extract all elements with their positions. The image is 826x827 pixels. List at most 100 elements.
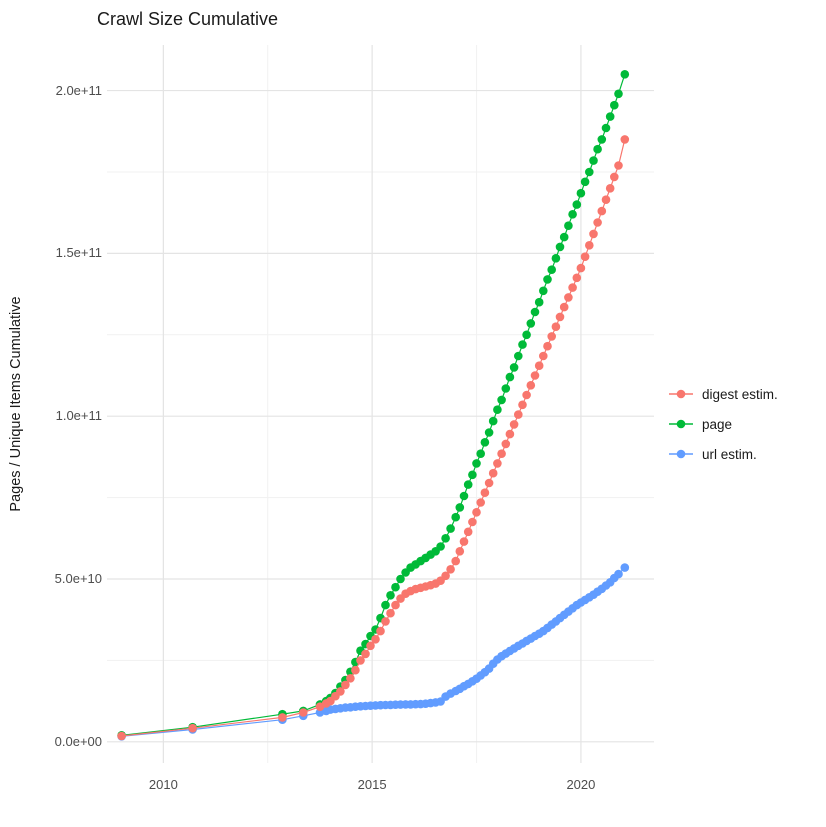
gridlines-major: [107, 45, 654, 763]
data-point: [351, 665, 360, 675]
data-point: [593, 218, 602, 227]
data-point: [361, 649, 370, 659]
data-point: [518, 340, 527, 349]
data-point: [589, 229, 598, 239]
data-point: [446, 524, 455, 533]
data-point: [539, 286, 548, 296]
data-point: [576, 263, 586, 273]
data-point: [568, 210, 577, 219]
data-point: [576, 188, 586, 198]
y-tick-label: 2.0e+11: [55, 82, 102, 98]
legend-key-icon: [669, 419, 693, 429]
data-point: [585, 167, 594, 177]
data-point: [441, 571, 450, 581]
legend-label: page: [702, 416, 733, 432]
legend-key-dot: [676, 449, 686, 459]
data-point: [278, 713, 287, 722]
data-point: [463, 480, 473, 489]
data-point: [480, 438, 490, 447]
data-point: [472, 459, 481, 468]
data-point: [493, 459, 502, 468]
data-point: [497, 449, 506, 459]
series-line-url-estim-: [121, 567, 626, 737]
y-axis-title: Pages / Unique Items Cumulative: [8, 296, 24, 512]
data-point: [455, 547, 465, 556]
data-point: [497, 395, 506, 405]
legend-item-page: page: [668, 409, 778, 439]
data-series-layer: [117, 70, 630, 741]
data-point: [468, 517, 477, 527]
data-point: [468, 470, 477, 480]
data-point: [381, 600, 390, 610]
data-point: [451, 556, 461, 566]
legend-item-digest-estim-: digest estim.: [668, 379, 778, 409]
data-point: [568, 283, 577, 292]
legend-label: digest estim.: [702, 386, 778, 402]
data-point: [188, 723, 197, 733]
data-point: [509, 363, 519, 372]
data-point: [514, 410, 523, 419]
data-point: [551, 322, 561, 332]
data-point: [555, 242, 565, 252]
data-point: [614, 161, 623, 170]
data-point: [543, 275, 552, 284]
legend-key-dot: [676, 389, 686, 399]
data-point: [463, 527, 473, 537]
data-point: [585, 241, 594, 250]
data-point: [386, 608, 395, 618]
y-tick-label: 1.0e+11: [55, 408, 102, 424]
data-point: [336, 687, 345, 696]
plot-title: Crawl Size Cumulative: [97, 9, 279, 29]
legend-key-dot: [676, 419, 686, 429]
data-point: [441, 534, 450, 543]
data-point: [341, 680, 350, 690]
data-point: [610, 172, 619, 182]
data-point: [559, 302, 569, 312]
legend-item-url-estim-: url estim.: [668, 439, 778, 469]
data-point: [455, 503, 465, 512]
data-point: [446, 565, 455, 574]
data-point: [526, 381, 536, 390]
y-tick-label: 0.0e+00: [54, 733, 102, 749]
data-point: [505, 429, 515, 439]
data-point: [459, 491, 469, 501]
data-point: [601, 123, 611, 133]
data-point: [530, 307, 540, 317]
data-point: [601, 195, 611, 204]
data-point: [539, 351, 548, 361]
x-tick-label: 2020: [566, 777, 596, 792]
data-point: [518, 400, 527, 410]
data-point: [436, 542, 445, 551]
data-point: [551, 253, 561, 263]
data-point: [391, 600, 400, 610]
data-point: [346, 674, 355, 683]
data-point: [605, 112, 615, 121]
legend: digest estim. page url estim.: [668, 379, 778, 469]
data-point: [376, 626, 385, 636]
data-point: [547, 332, 556, 341]
data-point: [620, 70, 630, 79]
data-point: [509, 420, 519, 429]
data-point: [514, 351, 523, 361]
data-point: [555, 312, 565, 322]
data-point: [547, 265, 556, 275]
data-point: [356, 656, 365, 665]
data-point: [605, 184, 615, 193]
gridlines-minor: [107, 45, 654, 763]
data-point: [564, 293, 573, 302]
data-point: [488, 468, 498, 478]
data-point: [526, 319, 536, 328]
data-point: [484, 478, 494, 488]
data-point: [386, 591, 395, 600]
data-point: [472, 508, 481, 517]
x-tick-label: 2010: [148, 777, 178, 792]
data-point: [597, 206, 607, 216]
data-point: [451, 512, 461, 522]
legend-label: url estim.: [702, 446, 757, 462]
legend-key-icon: [669, 449, 693, 459]
data-point: [501, 384, 511, 393]
data-point: [589, 156, 598, 165]
data-point: [299, 708, 308, 717]
data-point: [501, 439, 511, 449]
